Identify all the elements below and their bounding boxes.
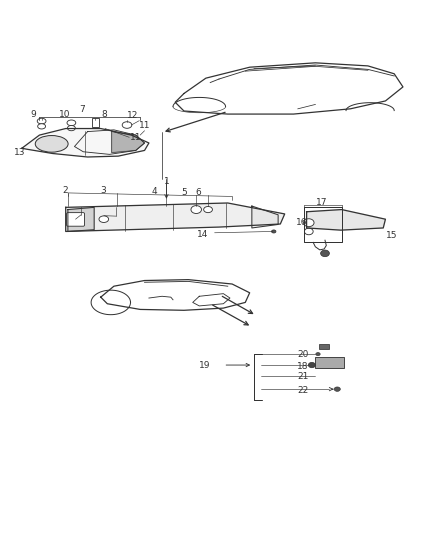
Polygon shape bbox=[22, 128, 149, 157]
Ellipse shape bbox=[99, 216, 109, 222]
Text: 15: 15 bbox=[386, 231, 398, 240]
Polygon shape bbox=[112, 132, 145, 152]
Text: 4: 4 bbox=[152, 187, 157, 196]
Text: 17: 17 bbox=[316, 198, 328, 207]
Polygon shape bbox=[68, 207, 94, 231]
Text: 22: 22 bbox=[297, 385, 309, 394]
Ellipse shape bbox=[308, 362, 315, 368]
Text: 5: 5 bbox=[181, 188, 187, 197]
Text: 13: 13 bbox=[14, 148, 25, 157]
Ellipse shape bbox=[35, 135, 68, 152]
Ellipse shape bbox=[304, 228, 313, 235]
Ellipse shape bbox=[204, 206, 212, 213]
Text: 18: 18 bbox=[297, 362, 309, 371]
Text: 16: 16 bbox=[296, 218, 307, 227]
Text: 7: 7 bbox=[79, 105, 85, 114]
Polygon shape bbox=[252, 206, 278, 228]
Ellipse shape bbox=[37, 118, 46, 124]
Text: 1: 1 bbox=[163, 177, 170, 187]
Ellipse shape bbox=[272, 230, 276, 233]
Text: 8: 8 bbox=[101, 110, 107, 118]
FancyBboxPatch shape bbox=[67, 213, 85, 226]
Text: 10: 10 bbox=[59, 110, 71, 118]
Ellipse shape bbox=[38, 124, 46, 129]
Ellipse shape bbox=[304, 219, 314, 227]
Text: 11: 11 bbox=[139, 121, 150, 130]
Text: 2: 2 bbox=[62, 186, 67, 195]
Ellipse shape bbox=[122, 122, 132, 128]
Text: 6: 6 bbox=[195, 188, 201, 197]
FancyBboxPatch shape bbox=[319, 344, 328, 349]
Text: 14: 14 bbox=[197, 230, 208, 239]
Text: 3: 3 bbox=[100, 186, 106, 195]
Text: 19: 19 bbox=[199, 360, 211, 369]
Text: 11: 11 bbox=[130, 133, 141, 142]
Ellipse shape bbox=[316, 352, 320, 356]
Ellipse shape bbox=[334, 387, 340, 391]
Ellipse shape bbox=[67, 120, 76, 126]
Ellipse shape bbox=[321, 250, 329, 257]
Text: 20: 20 bbox=[297, 350, 309, 359]
FancyBboxPatch shape bbox=[92, 118, 99, 127]
Polygon shape bbox=[307, 209, 385, 230]
FancyBboxPatch shape bbox=[315, 357, 344, 368]
Polygon shape bbox=[66, 203, 285, 231]
Text: 9: 9 bbox=[30, 110, 36, 118]
Ellipse shape bbox=[67, 125, 75, 131]
Text: 21: 21 bbox=[297, 373, 309, 382]
Text: 12: 12 bbox=[127, 111, 138, 120]
Ellipse shape bbox=[191, 206, 201, 214]
